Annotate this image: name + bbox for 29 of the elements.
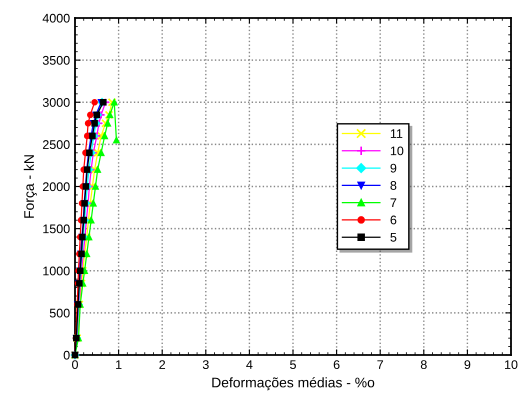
y-tick-label: 0 xyxy=(64,350,70,360)
x-tick-label: 4 xyxy=(246,360,253,369)
y-tick-label: 3000 xyxy=(42,98,70,107)
legend-label: 7 xyxy=(390,198,396,208)
x-tick-label: 6 xyxy=(334,360,340,370)
x-tick-label: 5 xyxy=(290,360,296,370)
x-tick-label: 8 xyxy=(420,360,427,370)
x-tick-label: 3 xyxy=(202,360,209,370)
x-tick-label: 0 xyxy=(72,360,78,370)
legend-label: 6 xyxy=(390,216,396,224)
legend-label: 10 xyxy=(390,146,404,156)
x-tick-label: 2 xyxy=(159,360,166,369)
y-tick-label: 2000 xyxy=(42,182,70,192)
y-tick-label: 1500 xyxy=(43,224,70,234)
y-tick-label: 1000 xyxy=(43,266,70,276)
x-tick-label: 7 xyxy=(377,360,384,369)
legend-label: 8 xyxy=(390,181,396,190)
legend-label: 11 xyxy=(390,129,402,138)
x-tick-label: 1 xyxy=(116,360,122,369)
legend-label: 5 xyxy=(390,232,396,242)
x-axis-title: Deformações médias - %o xyxy=(212,377,374,390)
y-tick-label: 3500 xyxy=(42,56,70,65)
legend-label: 9 xyxy=(390,164,396,173)
x-tick-label: 10 xyxy=(505,360,518,370)
y-axis-title: Força - kN xyxy=(24,155,37,218)
y-tick-label: 4000 xyxy=(42,14,70,23)
x-tick-label: 9 xyxy=(464,360,470,370)
y-tick-label: 2500 xyxy=(42,140,70,150)
y-tick-label: 500 xyxy=(50,308,70,318)
